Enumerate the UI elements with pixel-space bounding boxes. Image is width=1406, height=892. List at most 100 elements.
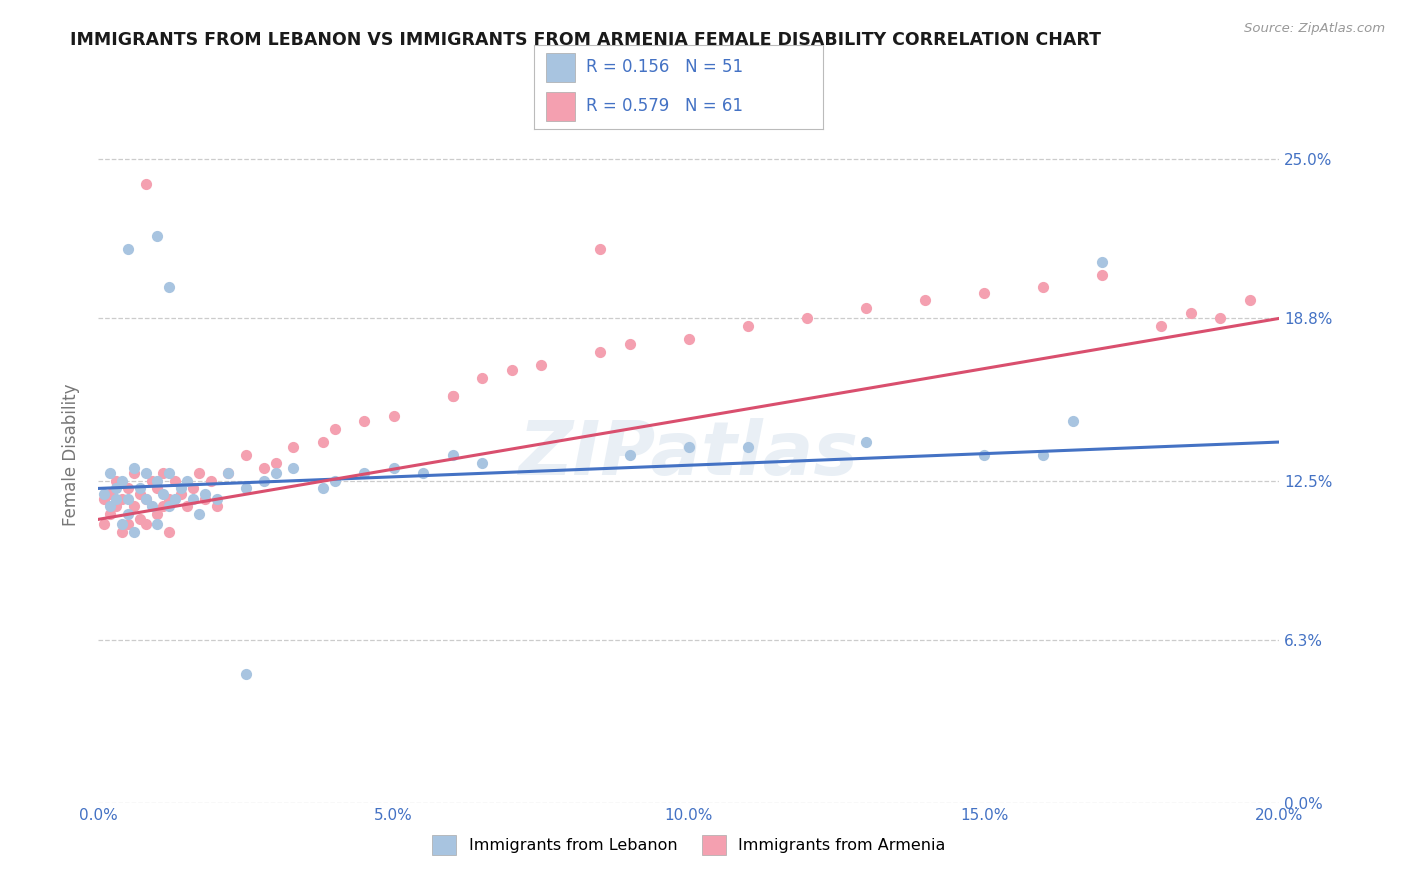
Point [111,517,134,532]
Point [194,486,217,500]
Point [111,525,134,540]
Point [117,491,139,506]
Point [217,466,239,480]
Point [678,332,700,346]
Point [283,460,305,475]
Point [312,482,335,496]
Point [530,358,553,372]
Point [117,517,139,532]
Point [128,482,150,496]
Point [353,466,375,480]
Point [170,482,193,496]
Point [157,500,180,514]
Point [737,319,759,334]
Point [382,460,405,475]
Point [122,525,145,540]
Point [122,466,145,480]
Point [194,491,217,506]
Point [152,486,174,500]
Point [205,500,228,514]
Point [146,482,169,496]
Point [914,293,936,308]
Point [973,285,995,300]
Point [855,301,877,315]
Point [181,491,204,506]
Point [157,466,180,480]
Point [98,507,121,521]
Point [1180,306,1202,320]
Point [501,363,523,377]
Point [382,409,405,424]
Point [1209,311,1232,326]
Point [117,482,139,496]
Point [973,448,995,462]
Point [1150,319,1173,334]
Point [111,474,134,488]
Point [678,440,700,454]
Point [181,482,204,496]
Bar [546,54,575,82]
Point [170,486,193,500]
Point [471,456,494,470]
Point [235,667,257,681]
Point [93,486,115,500]
Point [471,370,494,384]
Point [157,525,180,540]
Point [111,491,134,506]
Text: ZIPatlas: ZIPatlas [519,418,859,491]
Point [441,389,464,403]
Point [176,500,198,514]
Point [1091,268,1114,282]
Point [1091,254,1114,268]
Point [152,466,174,480]
Point [200,474,222,488]
Point [157,280,180,294]
Point [98,486,121,500]
Point [146,517,169,532]
Point [441,389,464,403]
Point [737,440,759,454]
Legend: Immigrants from Lebanon, Immigrants from Armenia: Immigrants from Lebanon, Immigrants from… [426,829,952,861]
Point [253,460,276,475]
Point [122,460,145,475]
Point [1239,293,1261,308]
Point [135,178,157,192]
Point [135,517,157,532]
Point [165,491,187,506]
Point [796,311,818,326]
Point [235,482,257,496]
Point [187,507,209,521]
Point [117,507,139,521]
Point [141,500,163,514]
Point [135,491,157,506]
Text: R = 0.156   N = 51: R = 0.156 N = 51 [586,59,744,77]
Point [187,466,209,480]
Point [122,500,145,514]
Point [105,491,128,506]
Point [152,500,174,514]
Point [619,337,641,351]
Point [146,474,169,488]
Point [157,491,180,506]
Point [323,422,346,436]
Point [146,507,169,521]
Point [117,242,139,256]
Point [141,474,163,488]
Point [619,448,641,462]
Point [441,448,464,462]
Point [98,466,121,480]
Point [146,228,169,243]
Point [105,474,128,488]
Point [128,486,150,500]
Point [412,466,434,480]
Point [176,474,198,488]
Point [855,435,877,450]
Y-axis label: Female Disability: Female Disability [62,384,80,526]
Point [264,466,287,480]
Point [93,491,115,506]
Point [93,517,115,532]
Point [312,435,335,450]
Point [128,512,150,526]
Point [135,491,157,506]
Point [264,456,287,470]
